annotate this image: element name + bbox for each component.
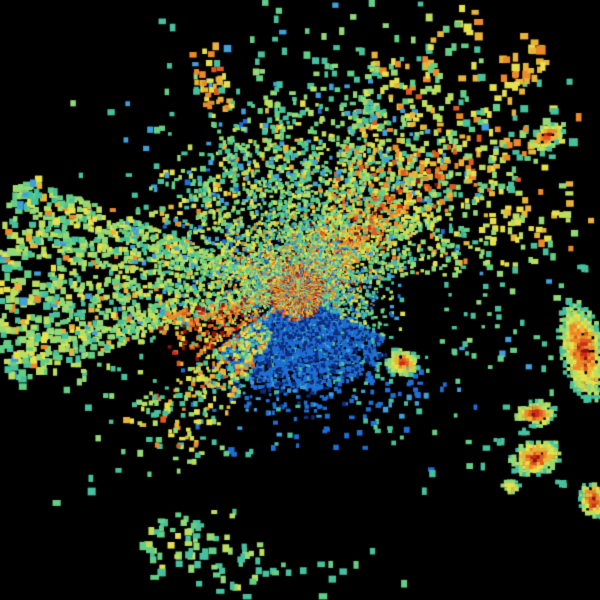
radar-reflectivity-canvas (0, 0, 600, 600)
radar-ppi-view (0, 0, 600, 600)
